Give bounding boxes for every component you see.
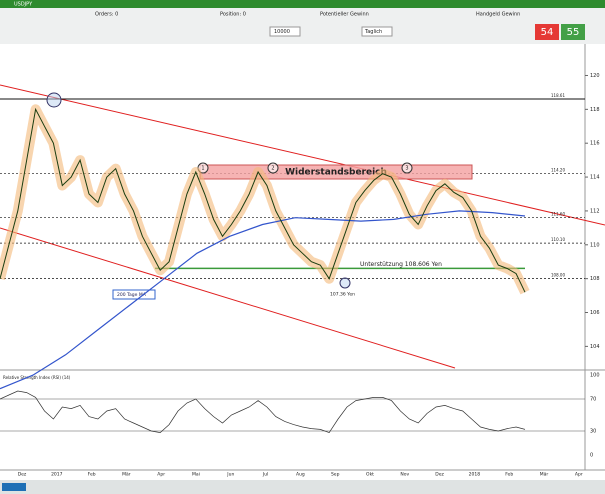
orders: Orders: 0 [95,12,118,18]
profit: Potentieller Gewinn [320,12,369,18]
rsi-tick-label: 70 [590,397,596,403]
y-tick-label: 114 [590,175,600,181]
y-tick-label: 108 [590,276,600,282]
buy-price: 55 [567,27,580,38]
marker-label: 1 [201,166,204,172]
x-tick-label: Jul [262,472,268,478]
marker-circle [46,92,62,108]
x-tick-label: Dez [18,472,27,478]
level-label: 118.61 [551,93,565,98]
x-tick-label: 2017 [51,472,63,478]
level-label: 114.20 [551,168,565,173]
marker-label: 2 [271,166,274,172]
sell-button[interactable] [535,24,559,40]
toolbar [0,8,605,44]
rsi-tick-label: 30 [590,429,596,435]
y-tick-label: 120 [590,73,600,79]
price-line [0,107,526,293]
marker-circle [267,162,279,174]
price-band [0,104,530,295]
y-tick-label: 112 [590,208,600,214]
x-tick-label: 2018 [469,472,481,478]
level-label: 111.60 [551,212,565,217]
resistance-label: Widerstandsbereich [285,168,387,178]
x-tick-label: Mär [122,472,131,478]
x-tick-label: Feb [88,472,96,478]
x-tick-label: Apr [157,472,165,478]
window-title: USDJPY [14,2,33,8]
y-tick-label: 106 [590,310,600,316]
x-tick-label: Mai [192,472,200,478]
position: Position: 0 [220,12,246,18]
x-tick-label: Okt [366,472,374,478]
cash: Handgeld Gewinn [476,12,520,18]
x-tick-label: Apr [575,472,583,478]
quantity-box[interactable] [269,26,301,37]
ma-label-box [112,289,156,300]
y-tick-label: 118 [590,107,600,113]
rsi-tick-label: 0 [590,453,593,459]
title-bar [0,0,605,8]
low-label: 107.36 Yen [330,292,355,298]
x-tick-label: Sep [331,472,340,478]
trend-line [0,84,605,226]
marker-circle [401,162,413,174]
x-tick-label: Nov [400,472,409,478]
level-label: 108.00 [551,273,565,278]
x-tick-label: Mär [540,472,549,478]
rsi-tick-label: 100 [590,373,600,379]
y-tick-label: 110 [590,242,600,248]
x-tick-label: Aug [296,472,305,478]
x-tick-label: Dez [435,472,444,478]
buy-button[interactable] [561,24,585,40]
y-tick-label: 104 [590,344,600,350]
start-button[interactable] [2,483,26,491]
rsi-title: Relative Strength Index (RSI) (14) [3,375,71,380]
support-label: Unterstützung 108.606 Yen [360,261,442,268]
x-tick-label: Jun [226,472,234,478]
marker-label: 3 [405,166,408,172]
marker-circle [339,277,351,289]
ma-line [0,210,526,390]
ma-label: 200 Tage MA [117,292,147,298]
quantity: 10000 [274,29,290,35]
rsi-line [0,390,526,434]
level-label: 110.10 [551,237,565,242]
sell-price: 54 [541,27,554,38]
y-tick-label: 116 [590,141,600,147]
period-box[interactable] [361,26,393,37]
x-tick-label: Feb [505,472,513,478]
trend-line [0,227,456,369]
period: Taglich [364,29,382,35]
status-bar [0,480,605,494]
